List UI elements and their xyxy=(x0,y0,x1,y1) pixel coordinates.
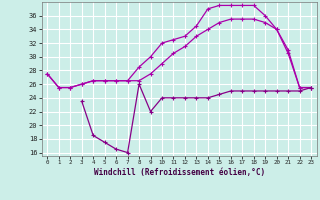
X-axis label: Windchill (Refroidissement éolien,°C): Windchill (Refroidissement éolien,°C) xyxy=(94,168,265,177)
